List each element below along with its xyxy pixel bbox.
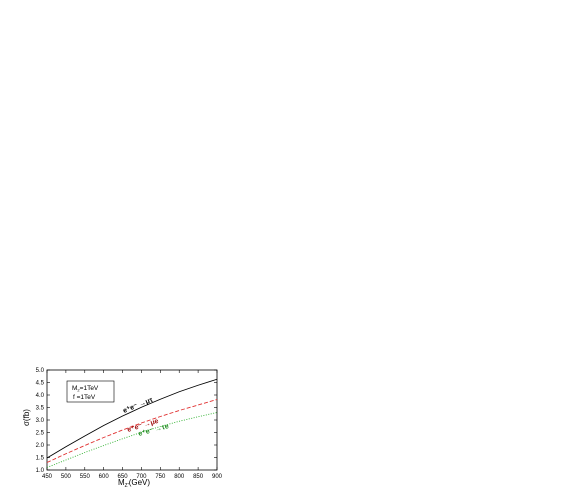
x-tick-label: 600 — [99, 474, 110, 480]
params-line2: f =1TeV — [73, 394, 96, 401]
y-tick-label: 3.5 — [36, 406, 45, 412]
x-tick-label: 450 — [42, 474, 53, 480]
x-tick-label: 500 — [61, 474, 72, 480]
y-tick-label: 1.0 — [36, 468, 45, 474]
x-tick-label: 900 — [212, 474, 223, 480]
series-line-taue — [46, 412, 218, 468]
x-tick-label: 800 — [174, 474, 185, 480]
params-box: M2=1TeV f =1TeV — [66, 380, 115, 403]
y-tick-label: 4.0 — [36, 393, 45, 399]
y-tick-label: 2.5 — [36, 431, 45, 437]
y-tick-label: 5.0 — [36, 368, 45, 374]
x-tick-label: 650 — [118, 474, 129, 480]
y-axis-label: σ(fb) — [22, 409, 31, 426]
y-tick-label: 3.0 — [36, 418, 45, 424]
x-tick-label: 750 — [155, 474, 166, 480]
x-axis-label: MZ'(GeV) — [118, 478, 150, 489]
y-tick-label: 2.0 — [36, 443, 45, 449]
series-line-mue — [46, 399, 218, 463]
x-tick-label: 700 — [136, 474, 147, 480]
series-label-mutau: e⁺e⁻ →μτ — [122, 396, 155, 415]
x-tick-label: 550 — [80, 474, 91, 480]
y-tick-label: 1.5 — [36, 456, 45, 462]
y-tick-label: 4.5 — [36, 381, 45, 387]
series-lines — [46, 378, 218, 468]
series-line-mutau — [46, 378, 218, 459]
axis-ticks: 450 500 550 600 650 700 750 800 850 900 1.0 1.5 2.0 2… — [36, 368, 223, 480]
params-line1: M2=1TeV — [72, 385, 99, 393]
x-tick-label: 850 — [193, 474, 204, 480]
